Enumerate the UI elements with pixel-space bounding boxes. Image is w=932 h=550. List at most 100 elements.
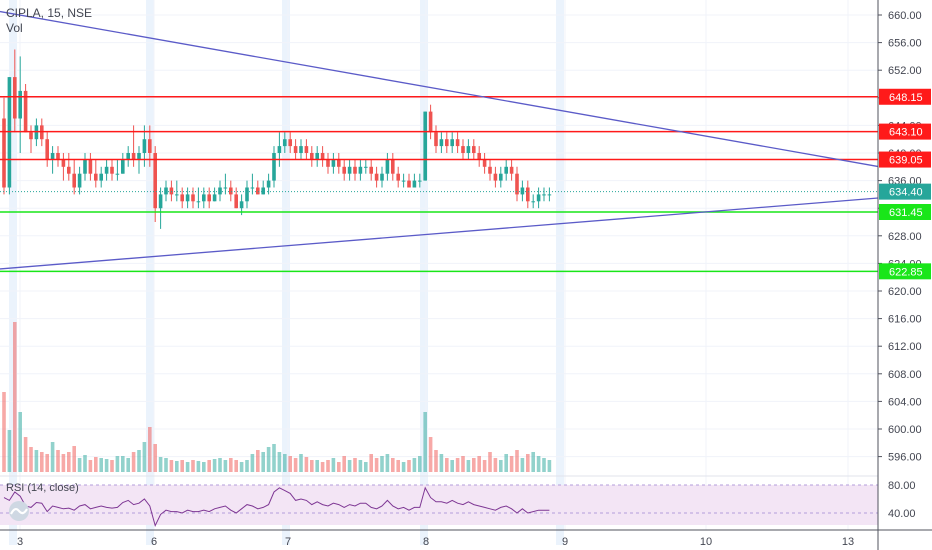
volume-bar-38 <box>207 460 211 472</box>
candle-body-86 <box>466 146 471 153</box>
time-axis[interactable]: 3 6 7 8 9 10 13 <box>0 529 932 548</box>
volume-bar-10 <box>56 450 60 472</box>
candle-body-24 <box>131 153 136 160</box>
trendline-0 <box>0 10 880 168</box>
level-tag-1: 643.10 <box>889 127 923 139</box>
volume-bar-63 <box>342 456 346 472</box>
volume-bar-56 <box>304 457 309 472</box>
candle-body-81 <box>439 139 444 147</box>
volume-bar-15 <box>83 455 87 472</box>
candle-body-35 <box>191 194 195 202</box>
candle-body-42 <box>229 187 233 195</box>
candle-body-59 <box>320 153 325 160</box>
volume-bar-95 <box>515 450 519 472</box>
candle-body-73 <box>396 173 400 181</box>
candle-body-18 <box>99 173 103 181</box>
volume-bar-18 <box>99 458 103 472</box>
candle-body-85 <box>461 146 465 153</box>
candle-body-14 <box>77 173 82 188</box>
volume-bar-85 <box>461 456 465 472</box>
volume-bar-24 <box>131 452 136 472</box>
volume-bar-29 <box>158 457 163 472</box>
price-tick-label-1: 656.00 <box>888 38 922 50</box>
candle-body-36 <box>196 201 201 203</box>
volume-bar-84 <box>455 458 460 472</box>
price-tick-label-13: 608.00 <box>888 369 922 381</box>
candle-body-57 <box>310 153 314 160</box>
current-price-tag: 634.40 <box>889 187 923 199</box>
volume-bar-47 <box>256 450 260 472</box>
candle-body-45 <box>245 187 249 202</box>
candle-body-79 <box>428 111 433 133</box>
time-tick-label-5: 10 <box>700 536 712 548</box>
volume-bar-49 <box>266 447 271 472</box>
volume-bar-78 <box>423 412 427 472</box>
volume-bar-25 <box>137 450 141 472</box>
volume-bar-51 <box>277 452 282 472</box>
volume-bar-6 <box>34 450 39 472</box>
price-axis[interactable]: 660.00656.00652.00648.00644.00640.00636.… <box>877 0 932 550</box>
candle-body-90 <box>488 166 492 174</box>
volume-bar-72 <box>391 458 395 472</box>
volume-bar-58 <box>315 460 319 472</box>
candle-body-101 <box>547 194 552 196</box>
volume-label: Vol <box>6 21 23 35</box>
volume-bar-90 <box>488 452 492 472</box>
candle-body-31 <box>169 187 174 195</box>
candle-body-34 <box>185 194 190 202</box>
level-tag-0-bg <box>879 88 931 105</box>
candle-body-29 <box>158 194 163 209</box>
candle-body-13 <box>72 173 76 188</box>
candle-body-5 <box>29 132 33 140</box>
drawn-lines[interactable] <box>0 10 880 273</box>
price-tick-label-15: 600.00 <box>888 424 922 436</box>
volume-bar-96 <box>520 458 525 472</box>
candle-body-2 <box>13 77 17 119</box>
volume-bar-28 <box>153 444 157 472</box>
session-break-bands <box>9 0 564 545</box>
candle-body-43 <box>234 194 238 209</box>
candle-body-75 <box>407 180 411 188</box>
volume-bar-54 <box>293 458 298 472</box>
candle-body-60 <box>326 159 330 167</box>
candle-body-22 <box>121 159 125 174</box>
rsi-tick-label-1: 40.00 <box>888 508 916 520</box>
candle-body-48 <box>261 187 265 195</box>
level-tag-4: 622.85 <box>889 266 923 278</box>
volume-bar-46 <box>250 454 255 472</box>
volume-bar-37 <box>202 462 206 472</box>
candle-body-78 <box>423 111 427 181</box>
candle-body-8 <box>45 139 49 160</box>
candle-body-97 <box>526 187 530 202</box>
volume-bar-21 <box>115 456 120 472</box>
candle-body-89 <box>482 159 487 167</box>
volume-bar-87 <box>472 458 476 472</box>
candle-body-68 <box>369 166 373 174</box>
candle-body-40 <box>218 187 222 195</box>
candle-body-10 <box>56 153 60 160</box>
volume-bar-59 <box>320 462 325 472</box>
volume-bar-62 <box>337 462 341 472</box>
candles <box>2 49 552 229</box>
rsi-label: RSI (14, close) <box>6 482 79 494</box>
price-tick-label-0: 660.00 <box>888 10 922 22</box>
candle-body-23 <box>126 153 130 160</box>
candle-body-32 <box>175 194 179 196</box>
volume-bars <box>2 322 552 472</box>
volume-bar-52 <box>283 454 287 472</box>
candle-body-83 <box>450 139 454 147</box>
volume-bar-43 <box>234 460 238 472</box>
price-tick-label-2: 652.00 <box>888 65 922 77</box>
time-tick-label-0: 3 <box>17 536 23 548</box>
volume-bar-67 <box>364 462 368 472</box>
volume-bar-77 <box>418 456 422 472</box>
current-price-tag-bg <box>879 183 931 200</box>
volume-bar-86 <box>466 460 471 472</box>
volume-bar-36 <box>196 461 201 472</box>
candle-body-72 <box>391 159 395 174</box>
candle-body-44 <box>239 201 244 209</box>
volume-bar-82 <box>445 458 449 472</box>
tradingview-logo-icon[interactable] <box>4 500 34 522</box>
candle-body-76 <box>412 180 417 188</box>
